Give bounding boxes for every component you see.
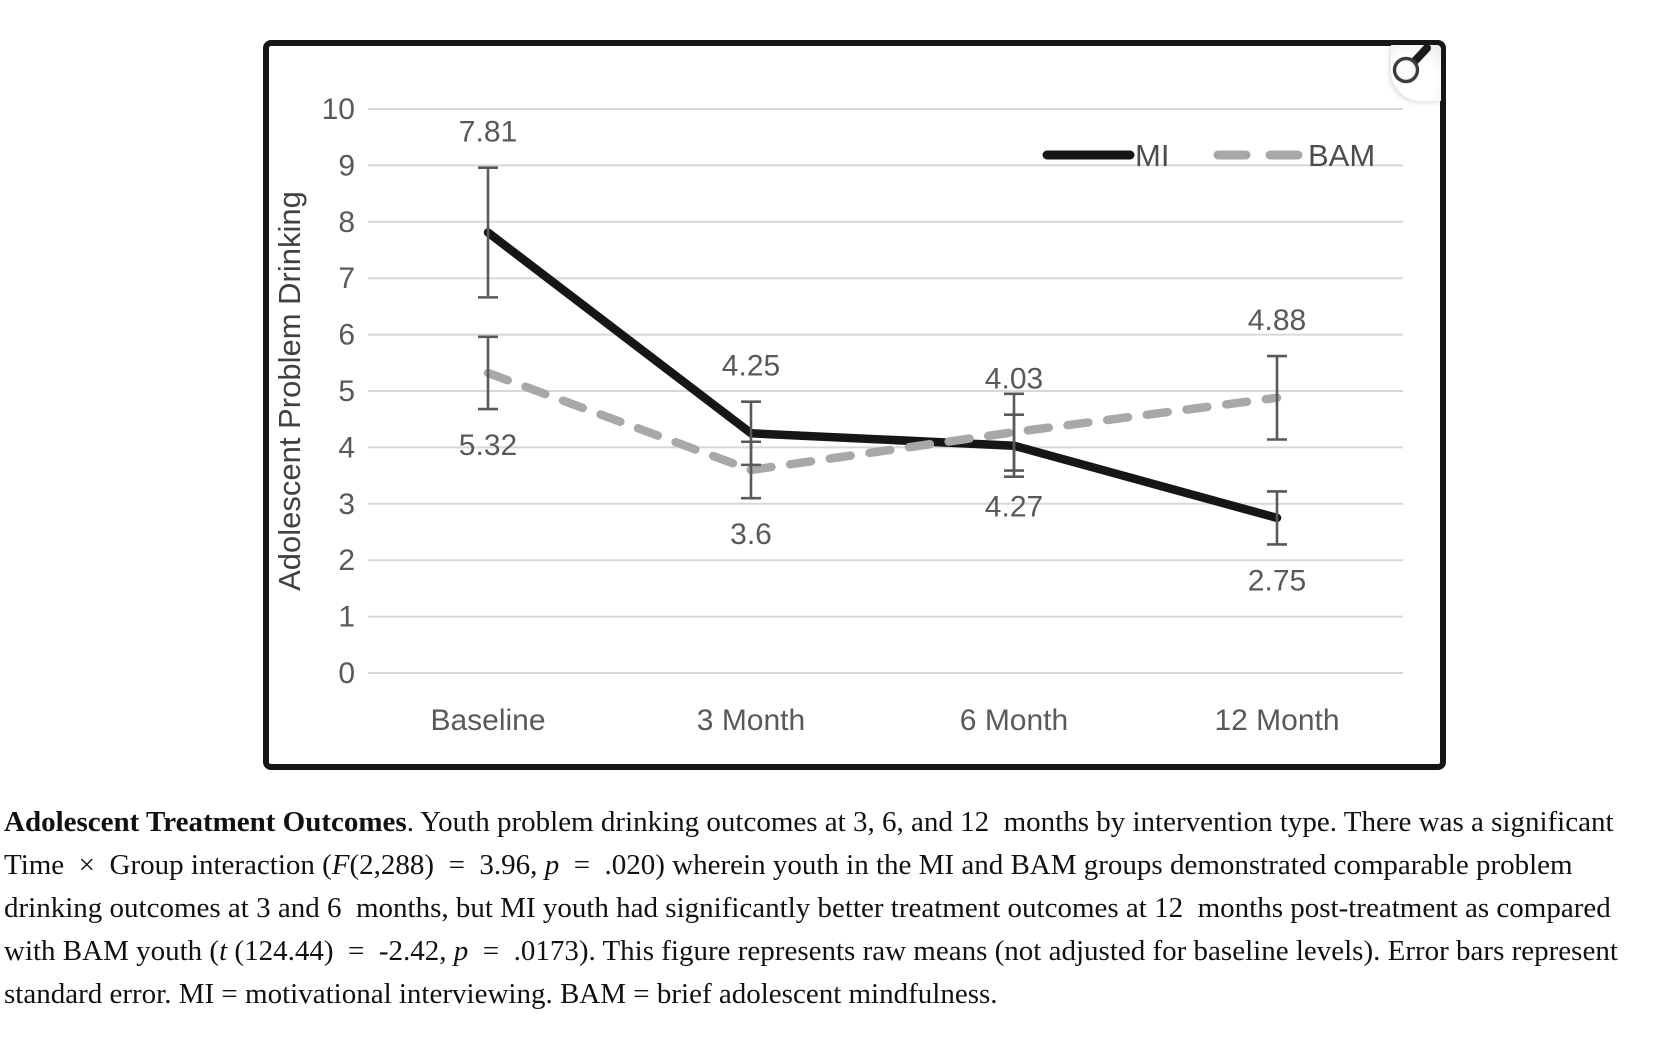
caption-segment: = .020) wherein youth in the MI and BAM … <box>4 849 1618 967</box>
magnifier-icon <box>1392 44 1431 84</box>
data-label: 4.88 <box>1248 304 1306 337</box>
error-bars <box>478 166 1287 546</box>
series-line-mi <box>483 228 1282 523</box>
y-tick-label: 8 <box>338 206 355 239</box>
y-tick-label: 1 <box>338 601 355 634</box>
x-category-label: 12 Month <box>1214 704 1339 737</box>
caption-segment: Adolescent Treatment Outcomes <box>4 806 407 838</box>
legend-label-bam: BAM <box>1308 138 1375 173</box>
series-line-bam <box>483 368 1282 475</box>
data-label: 4.27 <box>985 491 1043 524</box>
y-tick-label: 4 <box>338 431 355 464</box>
caption-segment: t <box>219 935 228 967</box>
data-label: 2.75 <box>1248 564 1306 597</box>
figure-panel: 0 1 2 3 4 5 6 7 8 9 10 Adolescent Problem Drinking… <box>263 40 1446 770</box>
caption-segment: p <box>453 935 469 967</box>
line-chart: 0 1 2 3 4 5 6 7 8 9 10 Adolescent Problem Drinking… <box>272 93 1403 737</box>
x-category-label: 6 Month <box>960 704 1068 737</box>
data-point-labels: 7.81 4.25 4.03 2.75 5.32 3.6 4.27 4.88 <box>459 116 1306 598</box>
y-tick-label: 5 <box>338 375 355 408</box>
caption-segment: F <box>331 849 350 881</box>
x-category-label: Baseline <box>430 704 545 737</box>
data-label: 5.32 <box>459 429 517 462</box>
series-lines <box>483 228 1282 523</box>
legend: MI BAM <box>1042 138 1375 173</box>
data-label: 4.25 <box>722 350 780 383</box>
figure-caption: Adolescent Treatment Outcomes. Youth pro… <box>4 801 1660 1016</box>
data-label: 3.6 <box>730 518 772 551</box>
y-axis-title: Adolescent Problem Drinking <box>272 191 307 591</box>
y-tick-label: 9 <box>338 149 355 182</box>
caption-segment: (2,288) = 3.96, <box>349 849 545 881</box>
zoom-figure-button[interactable] <box>1391 44 1441 101</box>
data-label: 4.03 <box>985 363 1043 396</box>
y-tick-label: 0 <box>338 657 355 690</box>
y-axis-tick-labels: 0 1 2 3 4 5 6 7 8 9 10 <box>322 93 355 690</box>
caption-segment: (124.44) = -2.42, <box>227 935 454 967</box>
y-tick-label: 6 <box>338 319 355 352</box>
y-tick-label: 10 <box>322 93 355 126</box>
caption-segment: p <box>544 849 560 881</box>
x-axis-category-labels: Baseline 3 Month 6 Month 12 Month <box>430 704 1339 737</box>
x-category-label: 3 Month <box>697 704 805 737</box>
y-tick-label: 2 <box>338 544 355 577</box>
caption-segment: . Youth problem drinking outcomes at 3, … <box>4 806 1621 881</box>
caption-segment: = .0173). This figure represents raw mea… <box>4 935 1626 1010</box>
data-label: 7.81 <box>459 116 517 149</box>
legend-label-mi: MI <box>1135 138 1169 173</box>
y-tick-label: 3 <box>338 488 355 521</box>
y-tick-label: 7 <box>338 262 355 295</box>
